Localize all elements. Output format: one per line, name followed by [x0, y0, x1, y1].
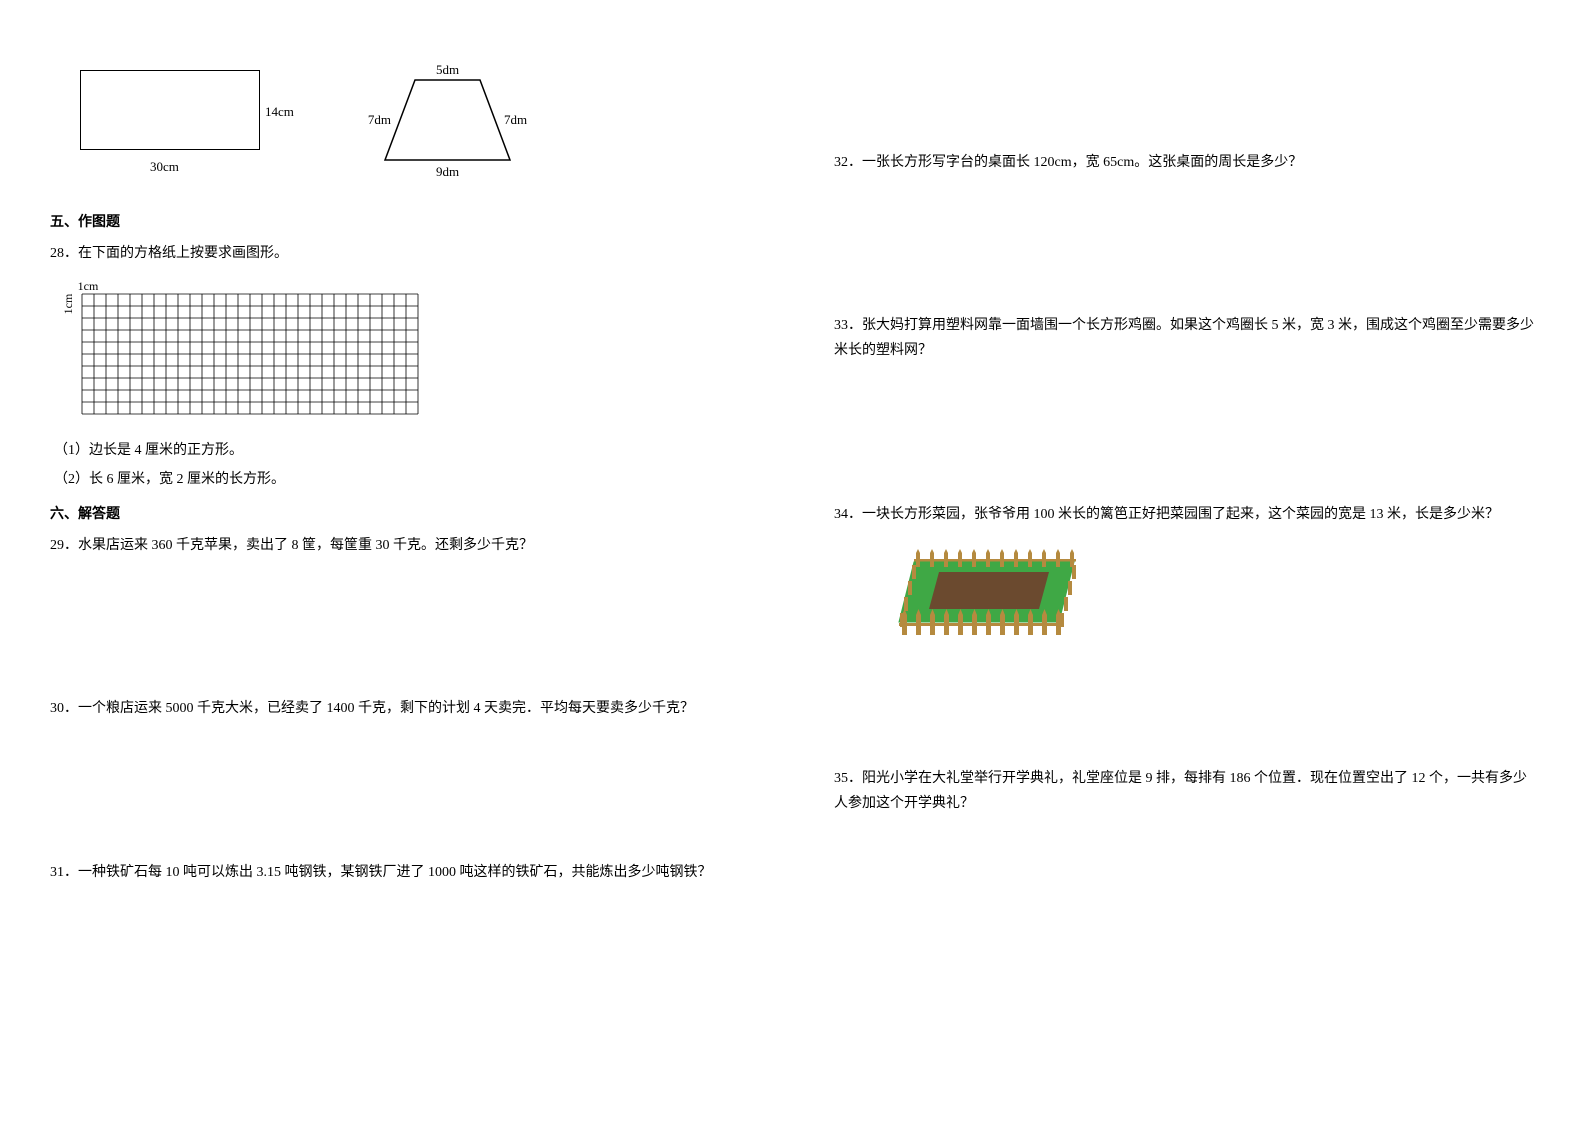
problem-35-num: 35． [834, 771, 862, 786]
rectangle-height-label: 14cm [265, 100, 294, 123]
problem-33-num: 33． [834, 318, 862, 333]
svg-text:9dm: 9dm [436, 164, 459, 179]
grid-svg: 1cm1cm [60, 276, 422, 418]
problem-32: 32．一张长方形写字台的桌面长 120cm，宽 65cm。这张桌面的周长是多少？ [834, 150, 1538, 175]
problem-31-text: 一种铁矿石每 10 吨可以炼出 3.15 吨钢铁，某钢铁厂进了 1000 吨这样… [78, 865, 712, 880]
trapezoid-svg: 5dm 7dm 7dm 9dm [360, 60, 560, 180]
problem-28: 28．在下面的方格纸上按要求画图形。 [50, 241, 754, 266]
figures-row: 14cm 30cm 5dm 7dm 7dm 9dm [70, 60, 754, 180]
problem-30: 30．一个粮店运来 5000 千克大米，已经卖了 1400 千克，剩下的计划 4… [50, 696, 754, 721]
section-6-title: 六、解答题 [50, 502, 754, 527]
section-5-title: 五、作图题 [50, 210, 754, 235]
right-column: 32．一张长方形写字台的桌面长 120cm，宽 65cm。这张桌面的周长是多少？… [834, 60, 1538, 893]
problem-31-num: 31． [50, 865, 78, 880]
problem-33: 33．张大妈打算用塑料网靠一面墙围一个长方形鸡圈。如果这个鸡圈长 5 米，宽 3… [834, 313, 1538, 363]
svg-text:5dm: 5dm [436, 62, 459, 77]
svg-text:7dm: 7dm [368, 112, 391, 127]
problem-29: 29．水果店运来 360 千克苹果，卖出了 8 筐，每筐重 30 千克。还剩多少… [50, 533, 754, 558]
garden-illustration [884, 537, 1538, 656]
problem-28-sub1: （1）边长是 4 厘米的正方形。 [54, 438, 754, 463]
problem-30-num: 30． [50, 701, 78, 716]
problem-29-text: 水果店运来 360 千克苹果，卖出了 8 筐，每筐重 30 千克。还剩多少千克？ [78, 538, 533, 553]
rectangle-width-label: 30cm [150, 155, 179, 178]
problem-32-num: 32． [834, 155, 862, 170]
problem-34-text: 一块长方形菜园，张爷爷用 100 米长的篱笆正好把菜园围了起来，这个菜园的宽是 … [862, 507, 1499, 522]
problem-28-num: 28． [50, 246, 78, 261]
problem-30-text: 一个粮店运来 5000 千克大米，已经卖了 1400 千克，剩下的计划 4 天卖… [78, 701, 694, 716]
problem-28-text: 在下面的方格纸上按要求画图形。 [78, 246, 288, 261]
problem-33-text: 张大妈打算用塑料网靠一面墙围一个长方形鸡圈。如果这个鸡圈长 5 米，宽 3 米，… [834, 318, 1534, 358]
problem-31: 31．一种铁矿石每 10 吨可以炼出 3.15 吨钢铁，某钢铁厂进了 1000 … [50, 860, 754, 885]
problem-28-sub2: （2）长 6 厘米，宽 2 厘米的长方形。 [54, 467, 754, 492]
rectangle-shape [80, 70, 260, 150]
rectangle-figure: 14cm 30cm [70, 60, 300, 170]
svg-text:7dm: 7dm [504, 112, 527, 127]
problem-32-text: 一张长方形写字台的桌面长 120cm，宽 65cm。这张桌面的周长是多少？ [862, 155, 1302, 170]
problem-34: 34．一块长方形菜园，张爷爷用 100 米长的篱笆正好把菜园围了起来，这个菜园的… [834, 502, 1538, 527]
problem-35: 35．阳光小学在大礼堂举行开学典礼，礼堂座位是 9 排，每排有 186 个位置．… [834, 766, 1538, 816]
problem-34-num: 34． [834, 507, 862, 522]
svg-text:1cm: 1cm [78, 279, 99, 293]
left-column: 14cm 30cm 5dm 7dm 7dm 9dm 五、作图题 28．在下面的方… [50, 60, 754, 893]
trapezoid-figure: 5dm 7dm 7dm 9dm [360, 60, 560, 180]
garden-svg [884, 537, 1084, 647]
svg-text:1cm: 1cm [61, 293, 75, 314]
page-container: 14cm 30cm 5dm 7dm 7dm 9dm 五、作图题 28．在下面的方… [0, 0, 1588, 933]
grid-paper: 1cm1cm [60, 276, 754, 427]
problem-35-text: 阳光小学在大礼堂举行开学典礼，礼堂座位是 9 排，每排有 186 个位置．现在位… [834, 771, 1527, 811]
problem-29-num: 29． [50, 538, 78, 553]
